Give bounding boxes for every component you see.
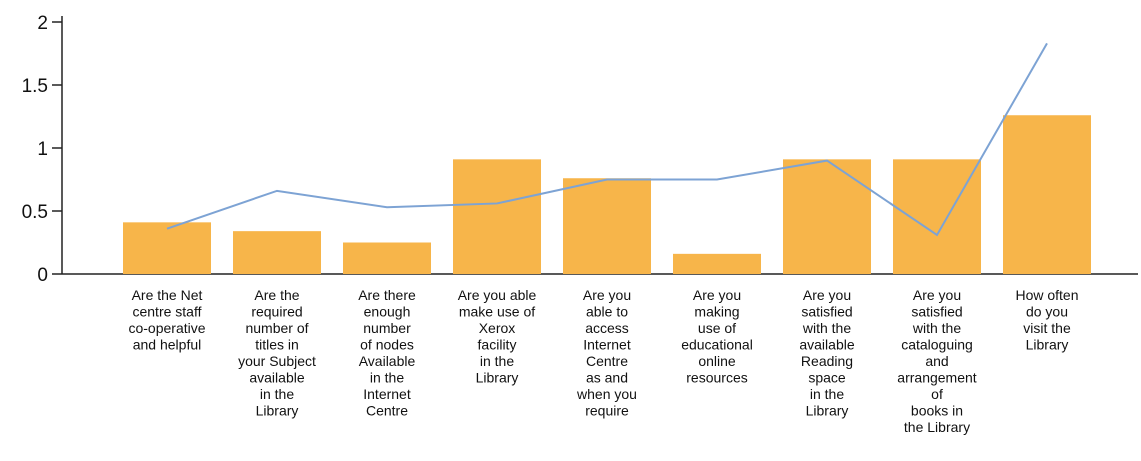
x-tick-label: Are you able make use of Xerox facility in t… [458,287,537,386]
bar [673,253,761,274]
x-tick-label: Are you satisfied with the cataloguing and ar… [897,287,976,435]
bar [123,222,211,274]
x-tick-label: Are you satisfied with the available Reading… [799,287,854,419]
y-tick-label: 1 [37,139,48,160]
line-series [166,42,1048,237]
x-tick-label: Are there enough number of nodes Available in… [358,287,416,419]
bar [453,159,541,274]
bar [783,159,871,274]
x-tick-label: How often do you visit the Library [1015,287,1078,353]
bar [893,159,981,274]
y-tick-labels: 0 0.5 1 1.5 2 [22,13,48,286]
x-tick-label: Are you able to access Internet Centre as and… [576,287,637,419]
x-tick-label: Are you making use of educational online reso… [681,287,753,386]
bar-series [123,115,1091,275]
x-tick-label: Are the required number of titles in your Su… [238,287,316,419]
y-tick-label: 2 [37,13,48,34]
y-tick-label: 1.5 [22,76,48,97]
series-line [166,42,1048,237]
x-tick-label: Are the Net centre staff co-operative and h… [128,287,205,353]
bar [343,242,431,274]
bar [1003,115,1091,275]
y-tick-label: 0 [37,265,48,286]
bar [233,231,321,274]
bar [563,178,651,274]
x-category-labels: Are the Net centre staff co-operative and h… [128,287,1078,435]
y-tick-label: 0.5 [22,202,48,223]
